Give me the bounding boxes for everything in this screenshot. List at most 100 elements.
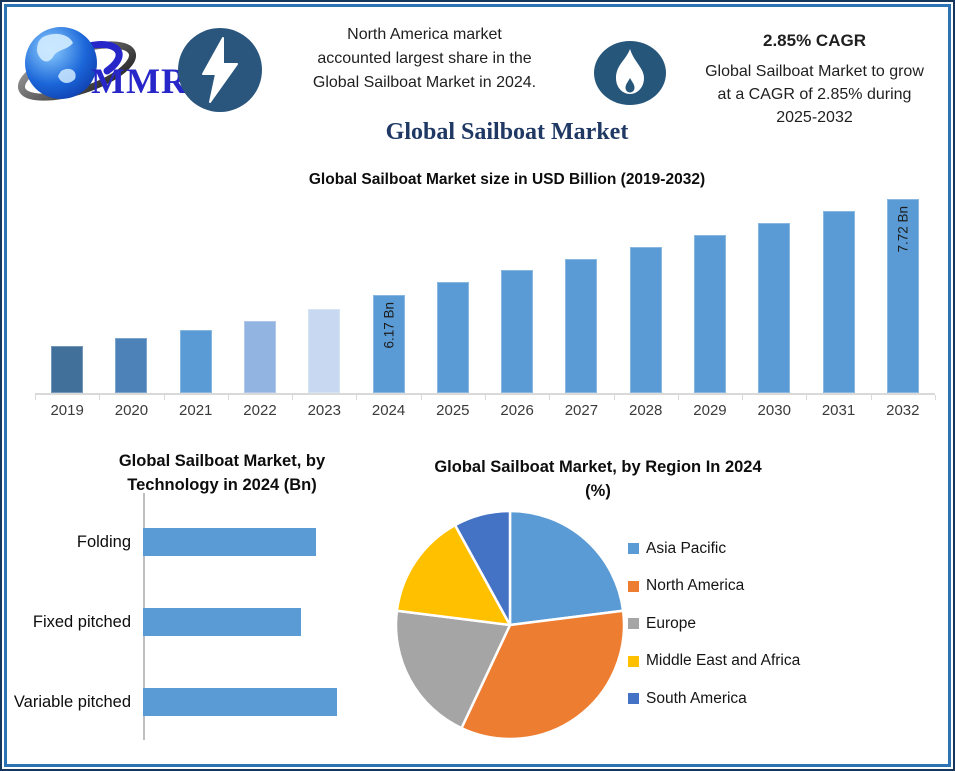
logo-text: MMR — [91, 61, 187, 101]
tech-bar-variable-pitched — [143, 688, 337, 716]
x-axis-label: 2024 — [371, 402, 406, 419]
cagr-title: 2.85% CAGR — [763, 31, 866, 50]
axis-tick — [163, 395, 165, 400]
legend-swatch — [628, 543, 639, 555]
bar-slot — [35, 197, 99, 393]
bar-2027 — [565, 259, 598, 393]
axis-tick — [549, 395, 551, 400]
pie-slice-south-america — [453, 509, 512, 627]
axis-tick — [292, 395, 294, 400]
axis-tick — [99, 395, 101, 400]
tech-category-label: Fixed pitched — [32, 612, 131, 631]
x-axis-label: 2019 — [50, 402, 84, 419]
note-line: Global Sailboat Market in 2024. — [312, 74, 537, 91]
tech-category-label: Folding — [76, 532, 131, 551]
x-axis-label: 2023 — [307, 402, 341, 419]
bar-2028 — [629, 247, 662, 393]
pie-slice-middle-east-and-africa — [395, 523, 512, 627]
flame-icon — [594, 41, 666, 105]
axis-tick — [870, 395, 872, 400]
tech-category-label: Variable pitched — [13, 692, 131, 711]
legend-label: South America — [646, 689, 747, 707]
region-pie-svg — [394, 509, 626, 741]
pie-slice-asia-pacific — [508, 509, 625, 627]
lightning-icon — [178, 28, 262, 112]
legend-item: South America — [628, 687, 800, 711]
bar-2021 — [179, 330, 212, 393]
bar-value-label: 7.72 Bn — [895, 206, 911, 253]
note-line: accounted largest share in the — [317, 50, 532, 67]
bar-slot — [485, 197, 549, 393]
north-america-note: North America market accounted largest s… — [262, 23, 587, 95]
bar-2024: 6.17 Bn — [372, 295, 405, 393]
tech-bar-folding — [143, 528, 316, 556]
bar-slot — [292, 197, 356, 393]
x-axis-label: 2031 — [821, 402, 856, 419]
bar-value-label: 6.17 Bn — [381, 302, 397, 349]
tech-bar-rows: Folding Fixed pitched Variable pitched — [7, 502, 359, 742]
cagr-note: 2.85% CAGR Global Sailboat Market to gro… — [672, 31, 955, 129]
x-axis-label: 2026 — [500, 402, 534, 419]
cagr-line: 2025-2032 — [776, 109, 853, 126]
bar-slot — [806, 197, 870, 393]
x-axis-label: 2029 — [693, 402, 727, 419]
tech-bar-row: Variable pitched — [7, 662, 359, 742]
bar-2025 — [436, 282, 469, 393]
bar-slot: 7.72 Bn — [871, 197, 935, 393]
axis-tick — [227, 395, 229, 400]
axis-tick — [35, 395, 36, 400]
market-bar-xlabels: 2019 2020 2021 2022 2023 2024 2025 2026 2027 2028… — [35, 402, 935, 419]
page-title: Global Sailboat Market — [385, 119, 629, 145]
logo-continent — [58, 68, 76, 83]
bar-2023 — [308, 309, 341, 393]
x-axis-label: 2021 — [179, 402, 213, 419]
pie-chart-title: Global Sailboat Market, by Region In 202… — [434, 458, 762, 500]
tech-bar-track — [143, 528, 359, 556]
legend-item: Asia Pacific — [628, 537, 800, 561]
tech-bar-track — [143, 688, 359, 716]
axis-tick — [806, 395, 808, 400]
axis-tick — [420, 395, 422, 400]
tech-chart-title: Global Sailboat Market, by Technology in… — [118, 452, 326, 494]
x-axis-label: 2022 — [243, 402, 277, 419]
x-axis-label: 2027 — [564, 402, 599, 419]
tech-bar-fixed-pitched — [143, 608, 302, 636]
bar-2030 — [758, 223, 791, 393]
x-axis-label: 2020 — [114, 402, 149, 419]
bar-slot — [742, 197, 806, 393]
tech-bar-row: Folding — [7, 502, 359, 582]
axis-tick — [935, 395, 936, 400]
x-axis-label: 2028 — [628, 402, 663, 419]
logo-continent — [37, 33, 73, 62]
region-legend: Asia Pacific North America Europe Middle Ea… — [628, 537, 800, 725]
bar-2026 — [501, 270, 534, 393]
bar-slot — [678, 197, 742, 393]
bar-slot — [99, 197, 163, 393]
bar-slot — [164, 197, 228, 393]
legend-swatch — [628, 655, 639, 667]
bar-2032: 7.72 Bn — [886, 199, 919, 393]
legend-label: Middle East and Africa — [646, 652, 801, 670]
bar-slot — [421, 197, 485, 393]
bar-2019 — [51, 346, 84, 393]
legend-item: North America — [628, 575, 800, 599]
bar-chart-title: Global Sailboat Market size in USD Billi… — [308, 171, 706, 188]
axis-tick — [485, 395, 486, 400]
bar-2022 — [243, 321, 276, 393]
legend-label: Asia Pacific — [646, 539, 727, 557]
bar-slot — [614, 197, 678, 393]
axis-tick — [613, 395, 615, 400]
tech-bar-row: Fixed pitched — [7, 582, 359, 662]
axis-tick — [356, 395, 358, 400]
legend-swatch — [628, 693, 639, 705]
market-bar-plot: 6.17 Bn 7.72 Bn — [35, 197, 935, 393]
legend-item: Middle East and Africa — [628, 650, 800, 674]
axis-tick — [742, 395, 744, 400]
bar-slot: 6.17 Bn — [356, 197, 420, 393]
legend-item: Europe — [628, 612, 800, 636]
note-line: North America market — [347, 26, 502, 43]
bar-2029 — [693, 235, 726, 393]
cagr-line: at a CAGR of 2.85% during — [717, 86, 912, 103]
bar-slot — [549, 197, 613, 393]
